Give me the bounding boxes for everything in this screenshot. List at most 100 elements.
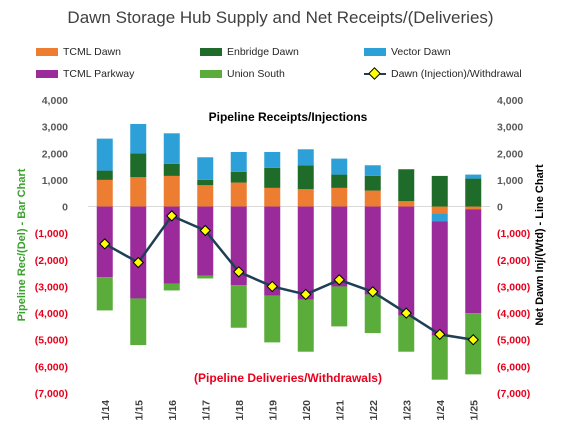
legend-swatch-union-south [200, 70, 222, 78]
bar-vector-dawn [364, 165, 381, 176]
bar-tcml-parkway [431, 221, 448, 336]
y-tick-label-right: 2,000 [497, 148, 523, 160]
x-tick-label: 1/21 [334, 400, 346, 421]
bar-vector-dawn [96, 138, 113, 171]
bar-tcml-parkway [297, 206, 314, 300]
y-tick-label-left: (5,000) [35, 335, 68, 347]
line-marker [400, 307, 412, 319]
x-tick-label: 1/19 [267, 400, 279, 421]
bar-vector-dawn [465, 174, 482, 179]
legend-swatch-tcml-dawn [36, 48, 58, 56]
bar-union-south [364, 294, 381, 334]
annotation-deliveries: (Pipeline Deliveries/Withdrawals) [194, 371, 382, 385]
bar-tcml-dawn [331, 187, 348, 207]
y-tick-label-right: (5,000) [497, 335, 530, 347]
bar-enbridge-dawn [297, 165, 314, 190]
legend-label: Dawn (Injection)/Withdrawal [391, 68, 522, 80]
bar-tcml-parkway [331, 206, 348, 287]
legend-swatch-enbridge-dawn [200, 48, 222, 56]
bar-vector-dawn [331, 158, 348, 175]
legend-label: Vector Dawn [391, 46, 451, 58]
legend-item-enbridge-dawn: Enbridge Dawn [200, 46, 299, 58]
line-marker [300, 288, 312, 301]
legend-item-vector-dawn: Vector Dawn [364, 46, 451, 58]
x-tick-label: 1/18 [234, 400, 246, 421]
y-axis-label-left: Pipeline Rec/(Del) - Bar Chart [16, 168, 28, 322]
bar-union-south [297, 299, 314, 352]
bar-vector-dawn [230, 151, 247, 172]
bar-enbridge-dawn [230, 171, 247, 183]
line-marker [467, 334, 479, 346]
bar-tcml-dawn [431, 206, 448, 214]
chart-title: Dawn Storage Hub Supply and Net Receipts… [67, 8, 494, 27]
bar-tcml-dawn [465, 206, 482, 210]
bar-enbridge-dawn [465, 178, 482, 207]
bar-tcml-dawn [364, 190, 381, 207]
legend-label: Union South [227, 68, 285, 80]
bar-tcml-parkway [465, 209, 482, 314]
line-marker [132, 256, 144, 269]
y-tick-label-left: 3,000 [42, 122, 68, 134]
bar-tcml-dawn [297, 189, 314, 207]
bar-vector-dawn [163, 133, 180, 164]
y-tick-label-right: 3,000 [497, 122, 523, 134]
chart-legend: TCML Dawn Enbridge Dawn Vector Dawn TCML… [0, 44, 561, 84]
y-tick-label-left: (1,000) [35, 228, 68, 240]
bar-tcml-dawn [96, 179, 113, 207]
bar-tcml-dawn [197, 185, 214, 207]
y-tick-label-left: 2,000 [42, 148, 68, 160]
bar-tcml-parkway [398, 206, 415, 316]
bar-enbridge-dawn [398, 169, 415, 202]
legend-swatch-tcml-parkway [36, 70, 58, 78]
legend-swatch-vector-dawn [364, 48, 386, 56]
bar-tcml-dawn [230, 182, 247, 207]
bar-tcml-parkway [163, 206, 180, 284]
bar-enbridge-dawn [264, 167, 281, 188]
bar-vector-dawn [130, 123, 147, 154]
bar-tcml-dawn [130, 177, 147, 207]
line-marker [333, 274, 345, 286]
bar-enbridge-dawn [431, 175, 448, 207]
bar-union-south [130, 298, 147, 346]
x-tick-label: 1/15 [133, 400, 145, 421]
y-tick-label-right: (2,000) [497, 255, 530, 267]
x-tick-label: 1/17 [200, 400, 212, 421]
y-tick-label-left: (3,000) [35, 281, 68, 293]
legend-item-tcml-parkway: TCML Parkway [36, 68, 134, 80]
x-tick-label: 1/20 [301, 400, 313, 421]
y-tick-label-right: 0 [497, 202, 503, 214]
bar-tcml-parkway [197, 206, 214, 276]
line-marker [166, 210, 178, 222]
bar-vector-dawn [297, 149, 314, 166]
line-marker [266, 280, 278, 293]
bar-union-south [431, 335, 448, 380]
bar-enbridge-dawn [96, 170, 113, 180]
y-tick-label-right: (3,000) [497, 281, 530, 293]
y-tick-label-left: 4,000 [42, 95, 68, 107]
bar-tcml-dawn [264, 187, 281, 207]
line-marker [367, 286, 379, 298]
bar-enbridge-dawn [130, 153, 147, 178]
y-tick-label-right: (1,000) [497, 228, 530, 240]
bar-union-south [331, 286, 348, 327]
y-tick-label-left: (4,000) [35, 308, 68, 320]
bar-union-south [163, 283, 180, 291]
y-tick-label-left: (6,000) [35, 361, 68, 373]
y-tick-label-right: 1,000 [497, 175, 523, 187]
x-tick-label: 1/25 [468, 400, 480, 421]
line-marker [199, 224, 211, 237]
legend-item-dawn-line: Dawn (Injection)/Withdrawal [364, 68, 522, 80]
bar-union-south [96, 277, 113, 311]
y-tick-label-left: 1,000 [42, 175, 68, 187]
y-tick-label-right: (7,000) [497, 388, 530, 400]
y-tick-label-left: 0 [62, 202, 68, 214]
y-tick-label-right: 4,000 [497, 95, 523, 107]
y-tick-label-right: (6,000) [497, 361, 530, 373]
x-tick-label: 1/23 [401, 400, 413, 421]
bar-vector-dawn [431, 213, 448, 222]
legend-item-union-south: Union South [200, 68, 285, 80]
bar-tcml-parkway [264, 206, 281, 296]
bar-tcml-parkway [364, 206, 381, 295]
line-marker [99, 238, 111, 250]
